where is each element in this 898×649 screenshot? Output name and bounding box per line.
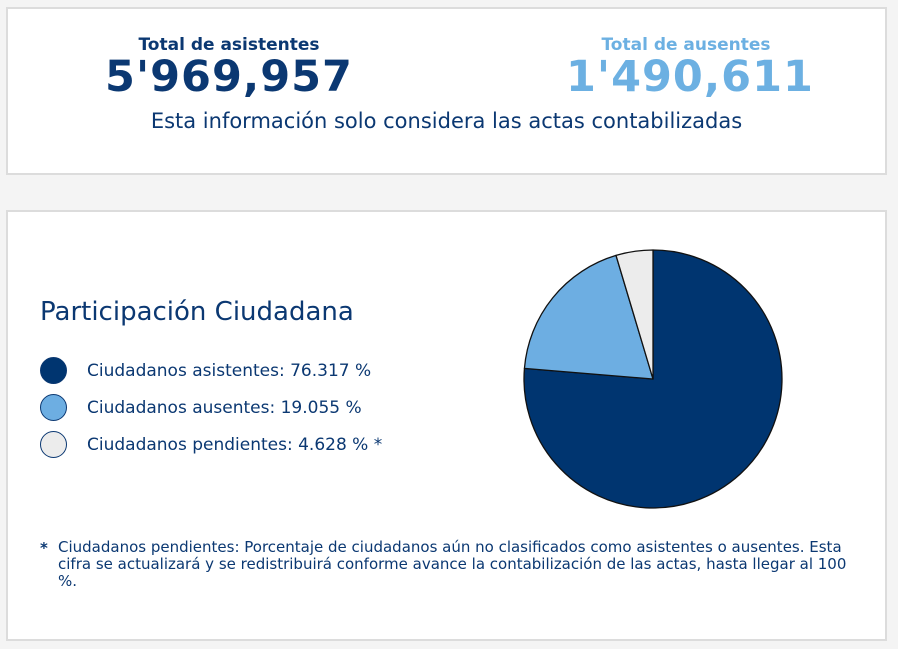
legend: Ciudadanos asistentes: 76.317 % Ciudadan… [40, 352, 382, 463]
legend-label-attendees: Ciudadanos asistentes: 76.317 % [87, 360, 372, 381]
absentees-label: Total de ausentes [601, 35, 771, 55]
footnote-marker: * [40, 539, 48, 557]
attendees-label: Total de asistentes [138, 35, 320, 55]
legend-swatch-attendees [40, 357, 67, 384]
pie-slice-absentees [523, 254, 654, 380]
footnote-text: Ciudadanos pendientes: Porcentaje de ciu… [58, 538, 847, 590]
attendees-value: 5'969,957 [105, 52, 353, 102]
pie-slice-pending [615, 249, 654, 380]
absentees-value: 1'490,611 [566, 52, 814, 102]
totals-card: Total de asistentes 5'969,957 Total de a… [6, 7, 887, 175]
legend-label-pending: Ciudadanos pendientes: 4.628 % * [87, 434, 383, 455]
absentees-stat: Total de ausentes 1'490,611 [566, 35, 814, 102]
legend-swatch-absentees [40, 394, 67, 421]
participation-pie-chart [523, 249, 783, 509]
pie-slice-attendees [523, 249, 783, 509]
legend-item-absentees: Ciudadanos ausentes: 19.055 % [40, 389, 382, 426]
legend-swatch-pending [40, 431, 67, 458]
footnote: * Ciudadanos pendientes: Porcentaje de c… [38, 539, 858, 590]
participation-card: Participación Ciudadana Ciudadanos asist… [6, 210, 887, 641]
attendees-stat: Total de asistentes 5'969,957 [104, 35, 354, 99]
legend-item-pending: Ciudadanos pendientes: 4.628 % * [40, 426, 382, 463]
legend-label-absentees: Ciudadanos ausentes: 19.055 % [87, 397, 362, 418]
chart-title: Participación Ciudadana [40, 297, 354, 327]
totals-note: Esta información solo considera las acta… [150, 109, 743, 133]
legend-item-attendees: Ciudadanos asistentes: 76.317 % [40, 352, 382, 389]
